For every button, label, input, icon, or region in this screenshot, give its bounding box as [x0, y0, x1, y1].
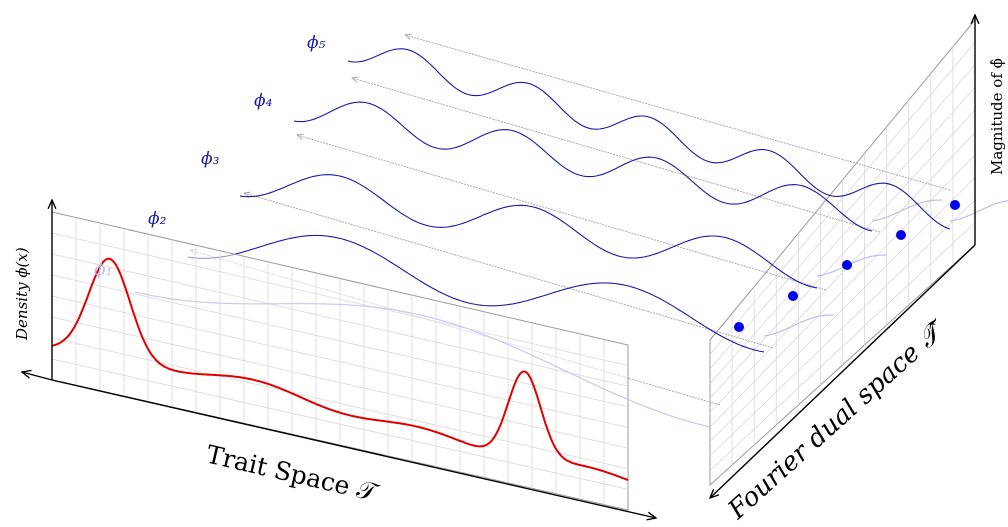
density-curve	[51, 257, 629, 481]
grid-line	[51, 253, 629, 387]
grid-line	[709, 177, 976, 442]
magnitude-point	[950, 200, 960, 210]
grid-line	[51, 358, 629, 490]
phi4-label: ϕ₄	[254, 91, 273, 111]
phi3-label: ϕ₃	[201, 149, 220, 169]
fourier-panel	[709, 18, 976, 487]
grid-line	[709, 87, 976, 384]
grid-line	[709, 222, 976, 471]
guide-arrow	[352, 78, 881, 233]
grid-line	[51, 274, 629, 408]
basis-waves	[187, 48, 1008, 353]
basis-wave-phi3	[239, 174, 818, 289]
magnitude-points	[734, 200, 960, 332]
basis-wave-phi4	[293, 101, 873, 232]
trait-panel	[51, 211, 711, 511]
trait-space-axis	[51, 379, 656, 518]
trait-panel-grid	[51, 217, 629, 505]
axes	[22, 15, 975, 518]
basis-wave-tail	[872, 199, 942, 222]
grid-line	[51, 337, 629, 470]
fourier-panel-grid	[709, 42, 976, 471]
grid-line	[51, 232, 629, 367]
magnitude-point	[896, 230, 906, 240]
basis-wave-phi2	[187, 234, 765, 353]
grid-line	[709, 132, 976, 413]
grid-line	[51, 295, 629, 428]
grid-line	[51, 316, 629, 449]
basis-wave-tail	[817, 254, 887, 277]
magnitude-point	[734, 322, 744, 332]
basis-wave-phi1	[134, 291, 711, 428]
guide-arrow	[244, 193, 774, 349]
phi1-label: ϕ₁	[94, 260, 112, 280]
magnitude-point	[788, 291, 798, 301]
basis-wave-tail	[950, 200, 1008, 222]
phi5-label: ϕ₅	[307, 33, 326, 53]
magnitude-point	[842, 260, 852, 270]
guide-arrow	[297, 135, 827, 291]
basis-wave-phi5	[347, 48, 951, 230]
grid-line	[709, 64, 976, 370]
guide-arrows	[190, 35, 951, 406]
grid-line	[709, 42, 976, 355]
fourier-axis	[710, 244, 976, 498]
phi2-label: ϕ₂	[148, 209, 167, 229]
magnitude-label: Magnitude of ϕ̂	[988, 58, 1006, 175]
guide-arrow	[405, 35, 951, 191]
grid-line	[709, 199, 976, 457]
density-label: Density ϕ(x)	[13, 247, 31, 341]
basis-wave-tail	[764, 314, 834, 337]
density-axis-stub	[22, 372, 53, 381]
